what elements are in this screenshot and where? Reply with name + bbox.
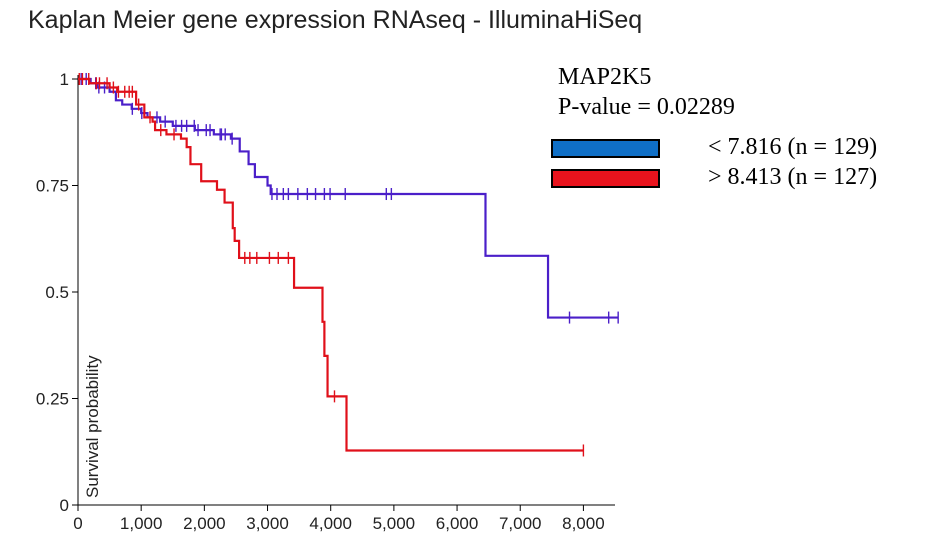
x-tick-label: 5,000 [373,514,416,533]
survival-line-0 [78,77,619,319]
survival-line-1 [78,77,584,452]
y-tick-label: 0 [60,496,69,515]
x-tick-label: 4,000 [309,514,352,533]
y-tick-label: 0.5 [45,283,69,302]
legend-pvalue: P-value = 0.02289 [558,94,735,120]
legend-gene-name: MAP2K5 [558,64,652,90]
y-tick-label: 0.25 [36,390,69,409]
chart-title: Kaplan Meier gene expression RNAseq - Il… [28,6,643,34]
x-tick-label: 0 [73,514,82,533]
x-tick-label: 3,000 [246,514,289,533]
x-tick-label: 8,000 [562,514,605,533]
legend-label-low: < 7.816 (n = 129) [708,134,878,160]
x-tick-label: 1,000 [120,514,163,533]
y-tick-label: 0.75 [36,177,69,196]
x-tick-label: 7,000 [499,514,542,533]
y-tick-label: 1 [60,70,69,89]
x-tick-label: 6,000 [436,514,479,533]
legend-swatch-low [551,139,660,158]
legend-label-high: > 8.413 (n = 127) [708,164,878,190]
x-tick-label: 2,000 [183,514,226,533]
y-axis-label: Survival probability [83,355,102,498]
legend-swatch-high [551,169,660,188]
